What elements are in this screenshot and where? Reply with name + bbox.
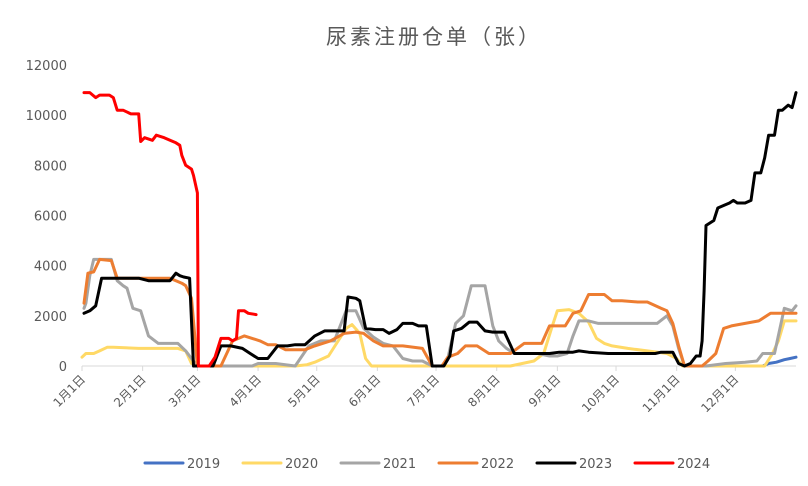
legend-label-2019: 2019 xyxy=(187,457,220,472)
y-tick-label: 8000 xyxy=(34,159,67,174)
y-tick-label: 2000 xyxy=(34,310,67,325)
series-line-2024 xyxy=(82,91,258,368)
y-axis-ticks: 0 2000 4000 6000 8000 10000 12000 xyxy=(26,59,67,375)
legend: 2019 2020 2021 2022 2023 2024 xyxy=(143,457,710,472)
legend-label-2020: 2020 xyxy=(285,457,318,472)
series-lines xyxy=(80,91,798,368)
legend-label-2024: 2024 xyxy=(677,457,710,472)
y-tick-label: 6000 xyxy=(34,210,67,225)
y-tick-label: 12000 xyxy=(26,59,67,74)
chart-title: 尿素注册仓单（张） xyxy=(326,25,542,49)
legend-label-2023: 2023 xyxy=(579,457,612,472)
y-tick-label: 4000 xyxy=(34,260,67,275)
y-tick-label: 0 xyxy=(59,360,67,375)
series-line-2023 xyxy=(82,91,798,368)
y-tick-label: 10000 xyxy=(26,109,67,124)
legend-label-2022: 2022 xyxy=(481,457,514,472)
legend-label-2021: 2021 xyxy=(383,457,416,472)
